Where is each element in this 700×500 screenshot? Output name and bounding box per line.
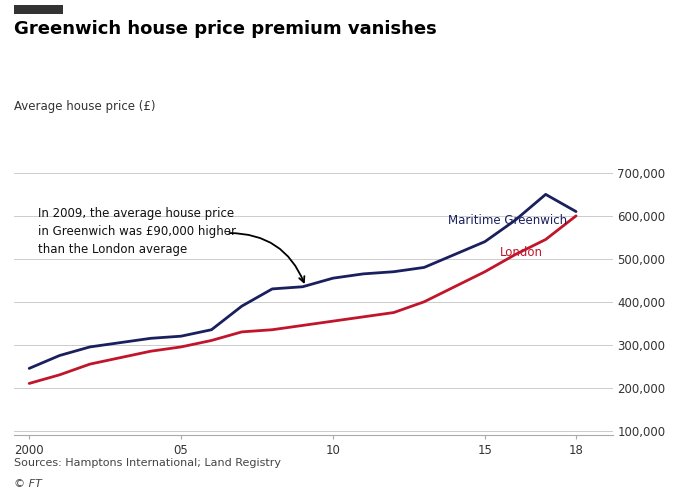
Text: Greenwich house price premium vanishes: Greenwich house price premium vanishes: [14, 20, 437, 38]
Text: In 2009, the average house price
in Greenwich was £90,000 higher
than the London: In 2009, the average house price in Gree…: [38, 208, 237, 256]
Text: Average house price (£): Average house price (£): [14, 100, 155, 113]
Text: © FT: © FT: [14, 479, 42, 489]
Text: Maritime Greenwich: Maritime Greenwich: [449, 214, 568, 226]
Text: Sources: Hamptons International; Land Registry: Sources: Hamptons International; Land Re…: [14, 458, 281, 468]
Text: London: London: [500, 246, 543, 259]
